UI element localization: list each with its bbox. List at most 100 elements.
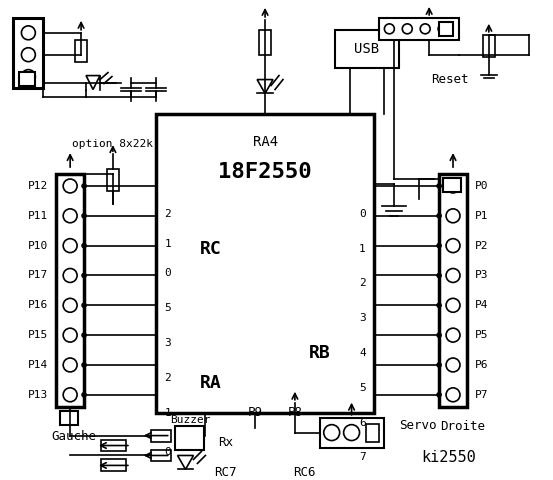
Text: P14: P14 [28,360,48,370]
Bar [19,72,35,85]
Circle shape [63,179,77,193]
Text: P1: P1 [475,211,488,221]
Circle shape [82,184,86,188]
Bar [107,169,119,191]
Circle shape [446,239,460,252]
Bar [56,174,84,407]
Text: 5: 5 [164,303,171,313]
Text: 2: 2 [164,209,171,219]
Text: P13: P13 [28,390,48,400]
Bar [75,40,87,61]
Circle shape [63,239,77,252]
Circle shape [343,425,359,441]
Text: 0: 0 [164,268,171,278]
Text: RB: RB [309,344,331,362]
Circle shape [446,179,460,193]
Text: P4: P4 [475,300,488,310]
Circle shape [446,299,460,312]
Circle shape [438,24,448,34]
Bar [439,22,453,36]
Circle shape [420,24,430,34]
Bar [101,459,126,471]
Text: P0: P0 [475,181,488,191]
Text: 1: 1 [359,244,366,253]
Circle shape [82,303,86,307]
Text: P2: P2 [475,240,488,251]
Circle shape [63,388,77,402]
Bar [156,114,374,413]
Text: P5: P5 [475,330,488,340]
Circle shape [437,363,441,367]
Circle shape [437,214,441,218]
Text: 3: 3 [359,313,366,323]
Text: Reset: Reset [431,73,469,86]
Circle shape [446,388,460,402]
Text: 1: 1 [164,239,171,249]
Text: Gauche: Gauche [51,430,96,443]
Text: 0: 0 [359,209,366,219]
Bar [320,418,384,447]
Text: P10: P10 [28,240,48,251]
Bar [439,174,467,407]
Text: P17: P17 [28,270,48,280]
Circle shape [446,268,460,282]
Circle shape [437,274,441,277]
Text: 7: 7 [359,453,366,462]
Bar [366,424,379,442]
Circle shape [63,299,77,312]
Text: P12: P12 [28,181,48,191]
Text: USB: USB [354,42,379,56]
Bar [151,430,170,442]
Text: 3: 3 [164,338,171,348]
Polygon shape [86,75,100,89]
Bar [60,411,78,425]
Circle shape [437,303,441,307]
Text: ki2550: ki2550 [422,450,477,465]
Bar [175,426,205,451]
Circle shape [437,184,441,188]
Text: 5: 5 [359,383,366,393]
Bar [443,178,461,192]
Polygon shape [178,456,194,469]
Text: Rx: Rx [218,436,233,449]
Circle shape [82,244,86,248]
Text: P3: P3 [475,270,488,280]
Bar [151,449,170,461]
Circle shape [22,26,35,40]
Circle shape [63,268,77,282]
Circle shape [446,209,460,223]
Circle shape [63,358,77,372]
Text: 6: 6 [359,418,366,428]
Text: RC: RC [200,240,221,258]
Text: Servo: Servo [399,419,437,432]
Circle shape [22,48,35,61]
Circle shape [324,425,340,441]
Circle shape [437,333,441,337]
Text: RA: RA [200,374,221,392]
Bar [483,35,495,57]
Text: 2: 2 [164,373,171,383]
Text: 18F2550: 18F2550 [218,162,312,182]
Text: 4: 4 [359,348,366,358]
Bar [101,440,126,452]
Circle shape [82,393,86,397]
Bar [259,30,271,55]
Circle shape [82,214,86,218]
Text: P11: P11 [28,211,48,221]
Circle shape [63,209,77,223]
Text: P6: P6 [475,360,488,370]
Text: P7: P7 [475,390,488,400]
Circle shape [82,363,86,367]
Text: 0: 0 [164,447,171,457]
Text: P16: P16 [28,300,48,310]
Text: 1: 1 [164,408,171,418]
Bar [13,18,43,87]
Bar [379,18,459,40]
Text: option 8x22k: option 8x22k [72,139,153,149]
Circle shape [437,244,441,248]
Text: P8: P8 [288,406,302,419]
Circle shape [446,328,460,342]
Text: RA4: RA4 [253,135,278,149]
Circle shape [82,333,86,337]
Text: RC7: RC7 [214,466,237,479]
